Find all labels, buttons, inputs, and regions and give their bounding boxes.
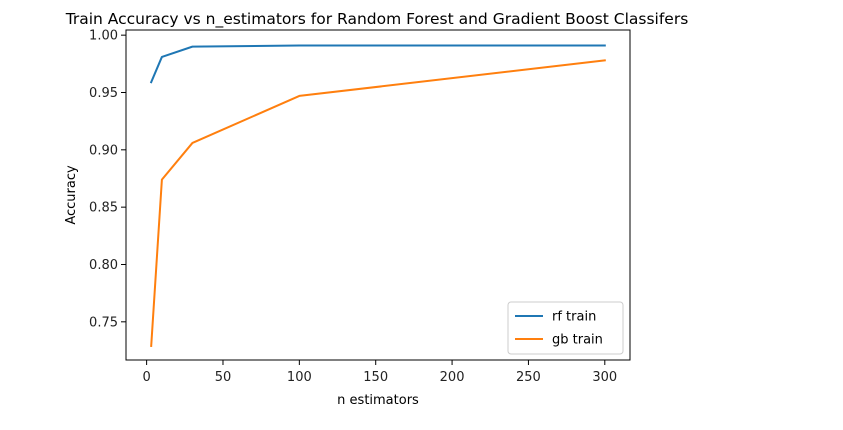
x-axis: 0 50 100 150 200 250 300: [142, 360, 617, 385]
x-tick-label: 200: [440, 370, 465, 385]
y-tick-label: 0.75: [89, 315, 118, 330]
y-tick-label: 0.90: [89, 143, 118, 158]
x-tick-label: 100: [287, 370, 312, 385]
x-tick-label: 250: [516, 370, 541, 385]
x-axis-label: n estimators: [337, 393, 419, 408]
x-tick-label: 300: [592, 370, 617, 385]
series-layer: [149, 44, 606, 347]
y-tick-label: 0.95: [89, 86, 118, 101]
legend-label: gb train: [552, 333, 603, 348]
x-tick-label: 50: [215, 370, 232, 385]
legend-label: rf train: [552, 310, 596, 325]
plot-frame: [125, 29, 631, 361]
x-tick-label: 0: [142, 370, 150, 385]
legend: rf train gb train: [507, 301, 624, 355]
x-tick-label: 150: [363, 370, 388, 385]
y-tick-label: 1.00: [89, 29, 118, 44]
y-axis-label: Accuracy: [64, 165, 79, 225]
series-line-rf-train: [149, 44, 606, 84]
series-line-gb-train: [150, 59, 606, 347]
y-axis: 0.75 0.80 0.85 0.90 0.95 1.00: [89, 29, 126, 330]
chart-title: Train Accuracy vs n_estimators for Rando…: [65, 10, 689, 29]
y-tick-label: 0.85: [89, 201, 118, 216]
y-tick-label: 0.80: [89, 258, 118, 273]
